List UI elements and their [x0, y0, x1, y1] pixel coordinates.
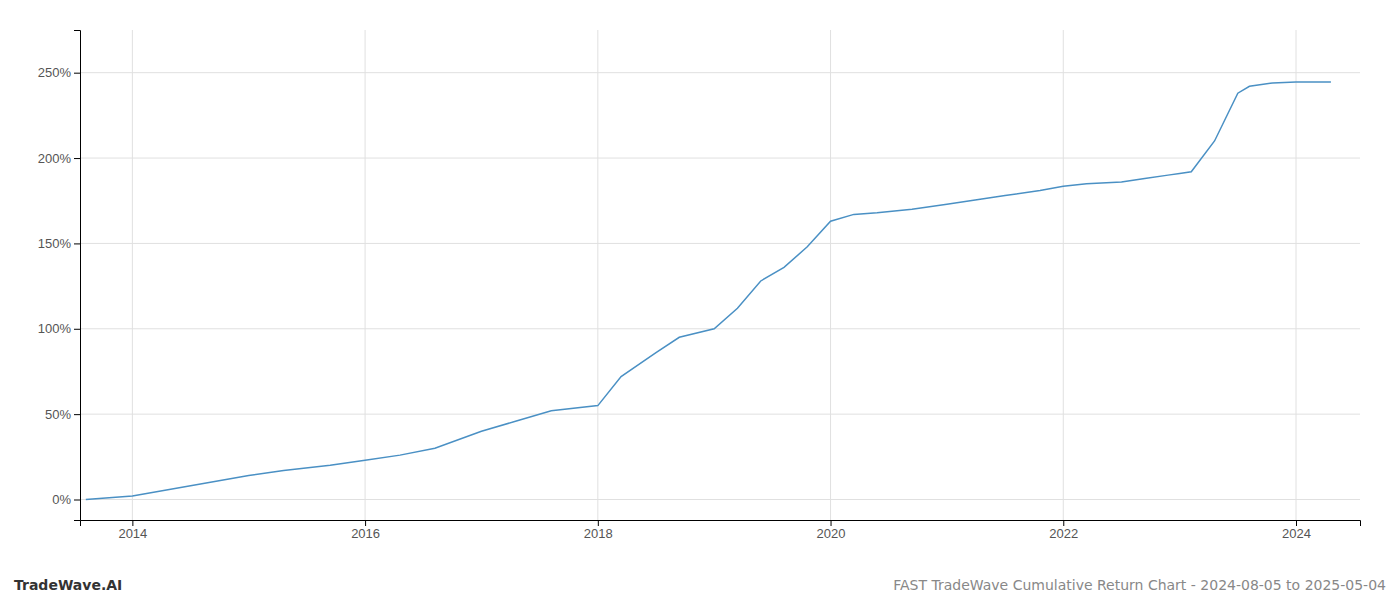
x-tick-label: 2022 — [1049, 526, 1078, 541]
x-tick-label: 2018 — [584, 526, 613, 541]
x-tick-mark — [132, 520, 133, 526]
grid-line-y — [80, 72, 1360, 73]
y-tick: 200% — [38, 151, 80, 166]
grid-line-x — [365, 30, 366, 520]
grid-line-x — [1296, 30, 1297, 520]
grid — [80, 30, 1360, 520]
y-axis-line — [74, 31, 81, 521]
x-tick-mark — [598, 520, 599, 526]
x-axis-line — [81, 521, 1361, 527]
y-tick-label: 100% — [38, 321, 72, 336]
y-tick: 150% — [38, 236, 80, 251]
x-tick-label: 2016 — [351, 526, 380, 541]
x-tick: 2024 — [1282, 520, 1311, 541]
y-tick: 50% — [45, 407, 80, 422]
y-tick: 250% — [38, 65, 80, 80]
x-tick: 2020 — [817, 520, 846, 541]
x-tick-label: 2014 — [118, 526, 147, 541]
plot-area — [86, 82, 1331, 499]
x-tick-mark — [831, 520, 832, 526]
title: FAST TradeWave Cumulative Return Chart -… — [893, 577, 1386, 593]
grid-line-y — [80, 328, 1360, 329]
y-tick-label: 200% — [38, 151, 72, 166]
grid-line-x — [132, 30, 133, 520]
x-tick-mark — [365, 520, 366, 526]
y-tick-label: 150% — [38, 236, 72, 251]
x-tick-mark — [1063, 520, 1064, 526]
x-tick: 2014 — [118, 520, 147, 541]
grid-line-y — [80, 499, 1360, 500]
x-tick-label: 2020 — [817, 526, 846, 541]
grid-line-y — [80, 158, 1360, 159]
x-tick: 2016 — [351, 520, 380, 541]
y-tick: 100% — [38, 321, 80, 336]
grid-line-x — [830, 30, 831, 520]
y-tick-mark — [74, 329, 80, 330]
grid-line-y — [80, 243, 1360, 244]
x-tick-mark — [1296, 520, 1297, 526]
y-tick-label: 50% — [45, 407, 71, 422]
grid-line-x — [1063, 30, 1064, 520]
x-axis: 2014 2016 2018 2020 2022 2024 — [81, 520, 1361, 541]
x-tick-label: 2024 — [1282, 526, 1311, 541]
y-axis: 0% 50% 100% 150% 200% 250% — [38, 31, 81, 521]
watermark: TradeWave.AI — [14, 577, 122, 593]
y-tick-mark — [74, 243, 80, 244]
y-tick-mark — [74, 414, 80, 415]
y-tick-mark — [74, 73, 80, 74]
y-tick-label: 0% — [52, 492, 71, 507]
line — [86, 82, 1331, 499]
grid-line-x — [597, 30, 598, 520]
y-tick-mark — [74, 500, 80, 501]
y-tick-label: 250% — [38, 65, 72, 80]
chart: 2014 2016 2018 2020 2022 2024 0% 50% 100% 150% 200… — [0, 0, 1400, 600]
y-tick-mark — [74, 158, 80, 159]
y-tick: 0% — [52, 492, 80, 507]
x-tick: 2022 — [1049, 520, 1078, 541]
grid-line-y — [80, 414, 1360, 415]
x-tick: 2018 — [584, 520, 613, 541]
